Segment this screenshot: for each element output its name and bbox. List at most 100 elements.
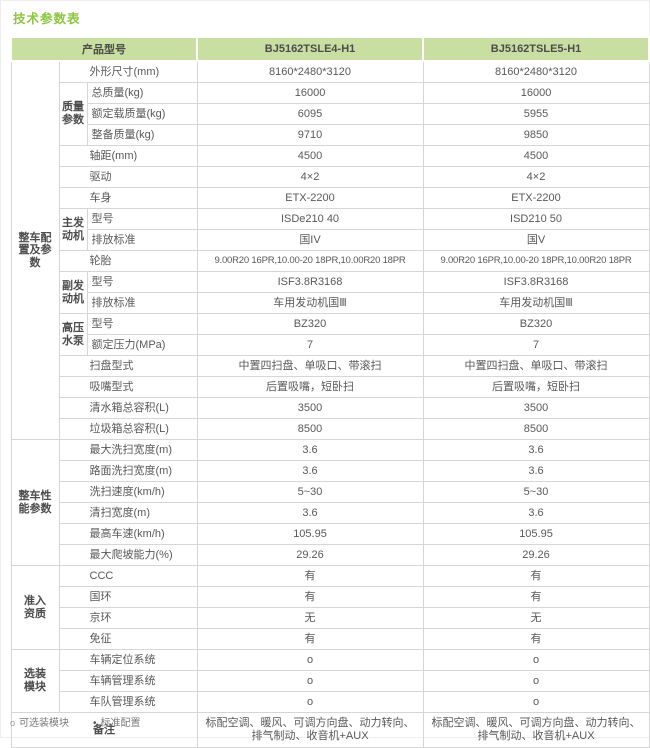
model1-value: ETX-2200 [196,187,424,209]
spec-label: 排放标准 [86,292,198,314]
model1-value: 16000 [196,82,424,104]
model1-value: BZ320 [196,313,424,335]
model2-value: 有 [422,628,650,650]
table-row: 驱动 4×2 4×2 [11,166,650,188]
table-row: 副发动机 型号 ISF3.8R3168 ISF3.8R3168 [11,271,650,314]
spec-label: 车辆管理系统 [58,670,198,692]
spec-label: 最大爬坡能力(%) [58,544,198,566]
subgroup-aux-engine: 副发动机 [58,271,88,314]
spec-label: 轮胎 [58,250,198,272]
model2-value: 后置吸嘴，短卧扫 [422,376,650,398]
table-row: 排放标准 国IV 国V [11,229,650,251]
model1-value: 4500 [196,145,424,167]
spec-label: 型号 [86,208,198,230]
spec-label: 路面洗扫宽度(m) [58,460,198,482]
table-row: 整车配置及参数 外形尺寸(mm) 8160*2480*3120 8160*248… [10,60,650,440]
model2-value: 车用发动机国Ⅲ [422,292,650,314]
spec-label: 总质量(kg) [86,82,198,104]
table-row: 整车性能参数 最大洗扫宽度(m) 3.6 3.6 [10,439,650,566]
group-performance-label: 整车性能参数 [18,489,52,515]
model2-value: 8500 [422,418,650,440]
model2-value: 无 [422,607,650,629]
table-row: 清扫宽度(m) 3.6 3.6 [11,502,650,524]
table-row: 免征 有 有 [11,628,650,650]
table-row: 国环 有 有 [11,586,650,608]
table-row: 额定载质量(kg) 6095 5955 [11,103,650,125]
model2-value: ISF3.8R3168 [422,271,650,293]
model2-value: 9850 [422,124,650,146]
model2-value: 8160*2480*3120 [422,60,650,83]
model1-value: 7 [196,334,424,356]
model2-value: 3500 [422,397,650,419]
model2-value: BZ320 [422,313,650,335]
table-row: 主发动机 型号 ISDe210 40 ISD210 50 [11,208,650,251]
model2-value: 7 [422,334,650,356]
table-row: 清水箱总容积(L) 3500 3500 [11,397,650,419]
model2-value: 5~30 [422,481,650,503]
spec-label: 扫盘型式 [58,355,198,377]
group-performance: 整车性能参数 [10,439,60,566]
spec-label: 垃圾箱总容积(L) [58,418,198,440]
table-row: 最高车速(km/h) 105.95 105.95 [11,523,650,545]
table-row: 准入资质 CCC 有 有 [10,565,650,650]
group-qualification: 准入资质 [10,565,60,650]
subgroup-aux-engine-label: 副发动机 [62,279,84,305]
table-row: 选装模块 车辆定位系统 o o [10,649,650,713]
spec-label: 免征 [58,628,198,650]
spec-label: 外形尺寸(mm) [58,60,198,83]
model2-remark: 标配空调、暖风、可调方向盘、动力转向、排气制动、收音机+AUX [422,712,650,748]
spec-label: CCC [58,565,198,587]
table-row: 吸嘴型式 后置吸嘴，短卧扫 后置吸嘴，短卧扫 [11,376,650,398]
spec-label: 清水箱总容积(L) [58,397,198,419]
spec-label: 京环 [58,607,198,629]
model2-value: o [422,670,650,692]
spec-label: 车辆定位系统 [58,649,198,671]
spec-label: 型号 [86,271,198,293]
spec-label: 排放标准 [86,229,198,251]
table-row: 额定压力(MPa) 7 7 [11,334,650,356]
table-row: 车身 ETX-2200 ETX-2200 [11,187,650,209]
model2-value: 3.6 [422,460,650,482]
group-optional-label: 选装模块 [24,668,46,693]
model1-value: 5~30 [196,481,424,503]
table-row: 扫盘型式 中置四扫盘、单吸口、带滚扫 中置四扫盘、单吸口、带滚扫 [11,355,650,377]
model1-value: 29.26 [196,544,424,566]
model2-value: 29.26 [422,544,650,566]
model1-value: 有 [196,586,424,608]
subgroup-mass-label: 质量参数 [62,101,84,126]
group-optional: 选装模块 [10,649,60,713]
page-title: 技术参数表 [13,12,81,26]
group-qualification-label: 准入资质 [24,594,46,620]
standard-marker-icon: • [93,718,97,729]
spec-label: 最高车速(km/h) [58,523,198,545]
model2-value: 中置四扫盘、单吸口、带滚扫 [422,355,650,377]
model2-value: o [422,691,650,713]
spec-table: 产品型号 BJ5162TSLE4-H1 BJ5162TSLE5-H1 整车配置及… [9,36,650,748]
table-row: 轴距(mm) 4500 4500 [11,145,650,167]
spec-label: 最大洗扫宽度(m) [58,439,198,461]
optional-marker-icon: o [10,718,16,728]
model1-value: o [196,691,424,713]
table-row: 车辆管理系统 o o [11,670,650,692]
spec-label: 车身 [58,187,198,209]
model1-value: o [196,649,424,671]
spec-label: 驱动 [58,166,198,188]
model1-value: 车用发动机国Ⅲ [196,292,424,314]
model2-value: ISD210 50 [422,208,650,230]
spec-label: 清扫宽度(m) [58,502,198,524]
spec-label: 型号 [86,313,198,335]
spec-label: 国环 [58,586,198,608]
model1-value: 3.6 [196,460,424,482]
table-row: 排放标准 车用发动机国Ⅲ 车用发动机国Ⅲ [11,292,650,314]
model1-value: 无 [196,607,424,629]
table-row: 高压水泵 型号 BZ320 BZ320 [11,313,650,356]
model1-value: 3500 [196,397,424,419]
model1-value: 8500 [196,418,424,440]
table-row: 最大爬坡能力(%) 29.26 29.26 [11,544,650,566]
header-product-model: 产品型号 [9,36,199,62]
table-row: 垃圾箱总容积(L) 8500 8500 [11,418,650,440]
model1-value: 9710 [196,124,424,146]
model1-value: 6095 [196,103,424,125]
spec-label: 额定载质量(kg) [86,103,198,125]
group-config: 整车配置及参数 [10,60,60,440]
